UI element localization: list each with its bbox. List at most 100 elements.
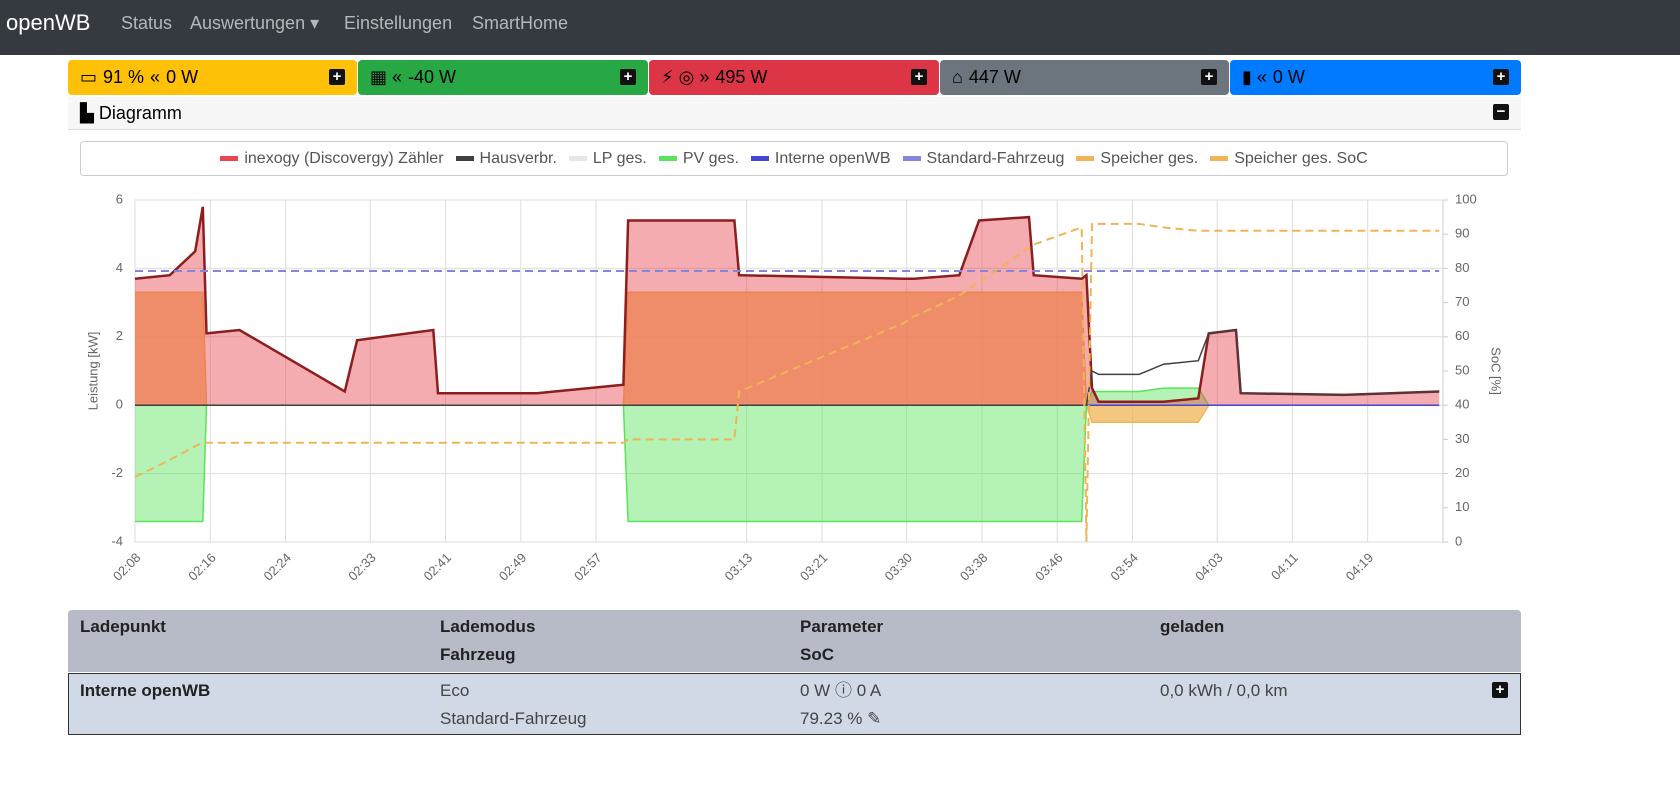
icon: ▦ « <box>370 67 403 87</box>
y2-tick-label: 20 <box>1455 465 1469 480</box>
cell: 0,0 kWh / 0,0 km <box>1160 681 1288 700</box>
y-tick-label: 6 <box>116 191 123 206</box>
y2-tick-label: 100 <box>1455 191 1477 206</box>
x-tick-label: 02:41 <box>420 550 454 584</box>
x-tick-label: 02:24 <box>260 550 294 584</box>
brand[interactable]: openWB <box>6 10 91 35</box>
header-cell: SoC <box>800 645 834 664</box>
legend-label: Speicher ges. <box>1100 149 1199 167</box>
y2-tick-label: 30 <box>1455 431 1469 446</box>
x-tick-label: 03:30 <box>882 550 916 584</box>
y-tick-label: 0 <box>116 397 123 412</box>
y2-tick-label: 40 <box>1455 397 1469 412</box>
header-cell: geladen <box>1160 617 1225 636</box>
legend-item[interactable]: Speicher ges. <box>1076 150 1198 168</box>
y-tick-label: 4 <box>116 260 123 275</box>
card-text: 0 W <box>1272 67 1305 87</box>
y-tick-label: 2 <box>116 328 123 343</box>
table-row: Interne openWB Eco Standard-Fahrzeug 0 W… <box>68 673 1521 735</box>
legend-swatch <box>1210 155 1229 161</box>
legend-label: Speicher ges. SoC <box>1234 149 1368 167</box>
legend-label: Hausverbr. <box>479 149 557 167</box>
legend-item[interactable]: Interne openWB <box>750 149 891 168</box>
header-cell: Ladepunkt <box>80 617 166 636</box>
legend-swatch <box>455 155 474 161</box>
legend-label: inexogy (Discovergy) Zähler <box>244 149 444 167</box>
legend-item[interactable]: PV ges. <box>658 150 739 168</box>
legend-swatch <box>658 155 677 161</box>
expand-button[interactable]: + <box>911 69 927 85</box>
y2-tick-label: 10 <box>1455 499 1469 514</box>
expand-button[interactable]: + <box>1492 682 1508 698</box>
legend-swatch <box>902 155 921 161</box>
x-tick-label: 02:57 <box>571 550 605 584</box>
nav-item[interactable]: Einstellungen <box>344 13 453 33</box>
y2-tick-label: 70 <box>1455 294 1469 309</box>
y-tick-label: -4 <box>111 533 123 548</box>
x-tick-label: 02:49 <box>496 550 530 584</box>
y2-tick-label: 0 <box>1455 533 1462 548</box>
legend-swatch <box>568 155 587 161</box>
card-text: -40 W <box>408 67 457 87</box>
legend-swatch <box>1076 155 1095 161</box>
edit-icon[interactable]: ✎ <box>867 709 882 728</box>
x-tick-label: 02:33 <box>345 550 379 584</box>
expand-button[interactable]: + <box>1201 69 1217 85</box>
x-tick-label: 03:54 <box>1107 550 1141 584</box>
x-tick-label: 03:38 <box>957 550 991 584</box>
cell: Eco <box>440 681 470 700</box>
cell: 0 W ⓘ 0 A <box>800 681 882 700</box>
pv-card: ▦ «-40 W + <box>358 60 648 95</box>
header-cell: Fahrzeug <box>440 645 516 664</box>
x-tick-label: 02:08 <box>110 550 144 584</box>
x-tick-label: 04:11 <box>1268 550 1301 583</box>
header-cell: Lademodus <box>440 617 536 636</box>
area-fill <box>135 292 1440 423</box>
card-text: 0 W <box>166 67 199 87</box>
title-text: Diagramm <box>98 103 182 123</box>
cell: Standard-Fahrzeug <box>440 709 587 728</box>
expand-button[interactable]: + <box>620 69 636 85</box>
x-tick-label: 02:16 <box>185 550 219 584</box>
x-tick-label: 03:46 <box>1032 550 1066 584</box>
legend-item[interactable]: Speicher ges. SoC <box>1210 149 1368 168</box>
power: 0 W <box>800 681 831 700</box>
y-tick-label: -2 <box>111 465 123 480</box>
expand-button[interactable]: + <box>1493 69 1509 85</box>
y2-axis-title: SoC [%] <box>1489 347 1504 395</box>
legend-item[interactable]: Standard-Fahrzeug <box>902 150 1064 168</box>
header-cell: Parameter <box>800 617 884 636</box>
x-tick-label: 03:21 <box>797 550 831 584</box>
legend: inexogy (Discovergy) Zähler Hausverbr. LP … <box>80 141 1508 176</box>
legend-label: Interne openWB <box>774 149 891 167</box>
nav-item[interactable]: SmartHome <box>472 13 569 33</box>
collapse-button[interactable]: − <box>1493 104 1509 120</box>
nav-item[interactable]: Status <box>121 13 173 33</box>
series-line <box>135 329 1440 406</box>
legend-item[interactable]: LP ges. <box>568 149 647 168</box>
series-line <box>134 222 1440 543</box>
expand-button[interactable]: + <box>329 69 345 85</box>
icon: ⌂ <box>952 67 963 87</box>
card-text: 91 % <box>103 67 145 87</box>
card-text: 447 W <box>968 67 1021 87</box>
grid-card: ⚡ ◎ » 495 W + <box>649 60 939 95</box>
current: 0 A <box>856 681 882 700</box>
legend-label: LP ges. <box>592 149 647 167</box>
home-card: ⌂ 447 W + <box>940 60 1229 95</box>
y2-tick-label: 90 <box>1455 226 1469 241</box>
y-axis-title: Leistung [kW] <box>85 332 100 411</box>
nav-item[interactable]: Auswertungen ▾ <box>190 13 320 33</box>
legend-item[interactable]: Hausverbr. <box>455 149 557 168</box>
soc: 79.23 % <box>800 709 863 728</box>
nav-label: Auswertungen <box>190 13 306 33</box>
chargepoint-card: ▮ «0 W + <box>1230 60 1521 95</box>
legend-item[interactable]: inexogy (Discovergy) Zähler <box>220 149 444 168</box>
cell: 79.23 % ✎ <box>800 705 881 733</box>
icon: ▮ « <box>1242 67 1267 87</box>
x-tick-label: 04:19 <box>1343 550 1377 584</box>
card-text: 495 W <box>715 67 768 87</box>
x-tick-label: 03:13 <box>722 550 756 584</box>
